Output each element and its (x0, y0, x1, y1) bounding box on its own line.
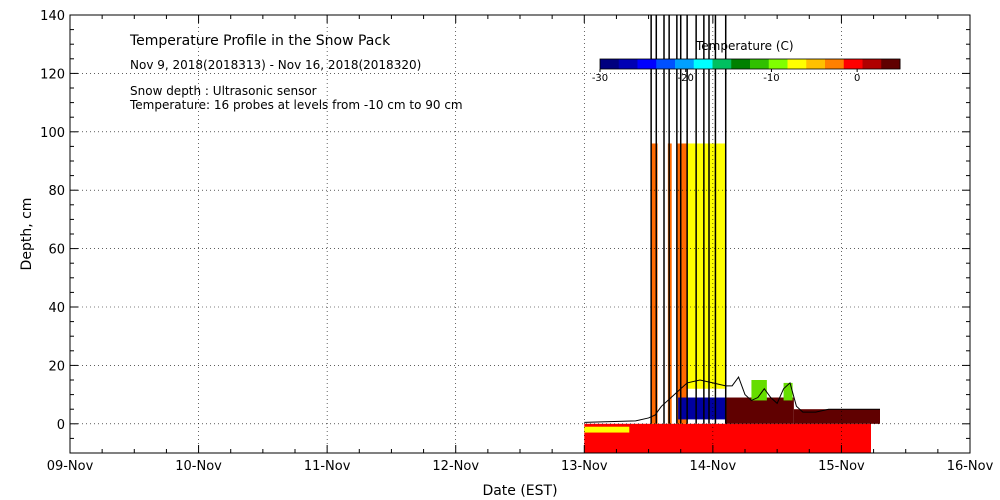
y-tick-label: 20 (48, 359, 65, 374)
probe-column-orange (651, 143, 658, 424)
near-surface-band (584, 426, 630, 433)
y-tick-label: 140 (40, 9, 65, 24)
colorbar-tick-label: -30 (592, 73, 608, 84)
colorbar-tick-label: -20 (678, 73, 694, 84)
colorbar-swatch (675, 59, 695, 69)
y-tick-label: 60 (48, 243, 65, 258)
snow-warm-pack (793, 409, 880, 424)
grid-lines (70, 15, 970, 453)
x-tick-label: 09-Nov (47, 459, 94, 474)
colorbar-swatch (787, 59, 807, 69)
x-tick-label: 12-Nov (432, 459, 479, 474)
colorbar-swatch (750, 59, 770, 69)
x-tick-label: 13-Nov (561, 459, 608, 474)
colorbar-swatch (825, 59, 845, 69)
chart-title: Temperature Profile in the Snow Pack (129, 33, 391, 49)
x-tick-label: 15-Nov (818, 459, 865, 474)
snow-green-patch (783, 382, 793, 401)
colorbar-label: Temperature (C) (695, 39, 794, 53)
x-tick-label: 14-Nov (690, 459, 737, 474)
colorbar-tick-label: -10 (763, 73, 779, 84)
colorbar-swatch (600, 59, 620, 69)
probe-column-orange (676, 143, 688, 424)
colorbar-swatch (656, 59, 676, 69)
colorbar-swatch (768, 59, 788, 69)
temperature-note: Temperature: 16 probes at levels from -1… (129, 98, 463, 112)
snow-depth-line (584, 376, 880, 423)
snow-green-patch (751, 380, 767, 401)
y-tick-label: 0 (57, 418, 65, 433)
colorbar-swatch (637, 59, 657, 69)
date-range-label: Nov 9, 2018(2018313) - Nov 16, 2018(2018… (130, 58, 421, 72)
colorbar-swatch (618, 59, 638, 69)
y-axis-label: Depth, cm (19, 198, 35, 271)
colorbar-swatch (693, 59, 713, 69)
colorbar-swatch (843, 59, 863, 69)
x-axis: 09-Nov 10-Nov 11-Nov 12-Nov 13-Nov 14-Nov 15-N… (47, 15, 994, 474)
colorbar-swatch (862, 59, 882, 69)
y-tick-label: 80 (48, 184, 65, 199)
snow-depth-note: Snow depth : Ultrasonic sensor (130, 84, 317, 98)
probe-column-yellow (687, 143, 726, 389)
snow-warm-pack (725, 397, 794, 424)
plot-frame (69, 14, 971, 454)
y-tick-label: 120 (40, 67, 65, 82)
colorbar-swatch (881, 59, 901, 69)
y-tick-label: 100 (40, 126, 65, 141)
x-tick-label: 11-Nov (304, 459, 351, 474)
soil-layer (584, 423, 871, 453)
colorbar-frame (599, 58, 901, 70)
colorbar-legend: -30 -20 -10 0 (592, 58, 901, 84)
x-axis-label: Date (EST) (482, 483, 557, 499)
x-tick-label: 10-Nov (175, 459, 222, 474)
plot-content (584, 15, 880, 453)
colorbar-swatch (806, 59, 826, 69)
y-tick-label: 40 (48, 301, 65, 316)
colorbar-tick-label: 0 (854, 73, 860, 84)
colorbar-swatch (731, 59, 751, 69)
x-tick-label: 16-Nov (947, 459, 994, 474)
colorbar-swatch (712, 59, 732, 69)
y-axis: 0 20 40 60 80 100 120 140 (40, 9, 970, 454)
